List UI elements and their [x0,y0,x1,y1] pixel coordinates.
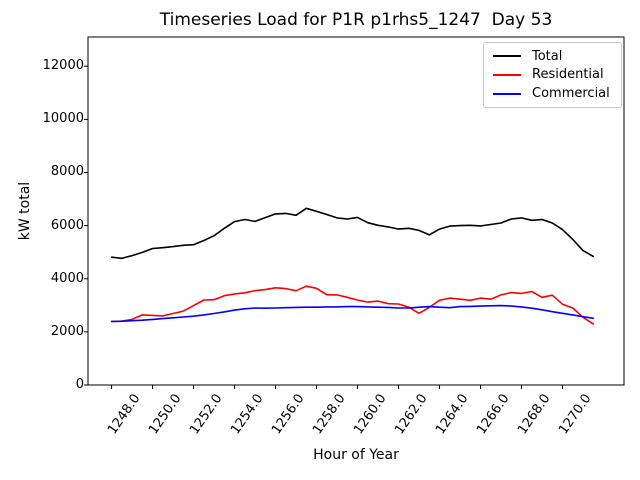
residential-line [110,285,595,325]
legend-line-sample-commercial [493,92,521,95]
x-tick-marks [111,385,564,389]
y-tick-label: 2000 [50,323,84,339]
legend-line-sample-residential [493,73,521,76]
legend-line-sample-total [493,55,521,58]
legend-item-total: Total [484,49,621,64]
legend: Total Residential Commercial [483,42,622,108]
legend-label-total: Total [532,48,563,64]
commercial-line [110,304,595,323]
legend-item-commercial: Commercial [484,86,621,101]
x-axis-label: Hour of Year [313,447,399,463]
y-tick-label: 10000 [42,111,84,127]
axes-frame [87,36,625,386]
legend-item-residential: Residential [484,67,621,82]
legend-label-commercial: Commercial [532,86,610,102]
y-tick-marks [84,65,88,386]
legend-label-residential: Residential [532,67,604,83]
y-tick-label: 4000 [50,270,84,286]
y-tick-label: 12000 [42,58,84,74]
y-tick-label: 6000 [50,217,84,233]
y-tick-label: 8000 [50,164,84,180]
chart-title: Timeseries Load for P1R p1rhs5_1247 Day … [159,10,553,30]
total-line [110,207,595,260]
y-tick-label: 0 [75,377,84,392]
